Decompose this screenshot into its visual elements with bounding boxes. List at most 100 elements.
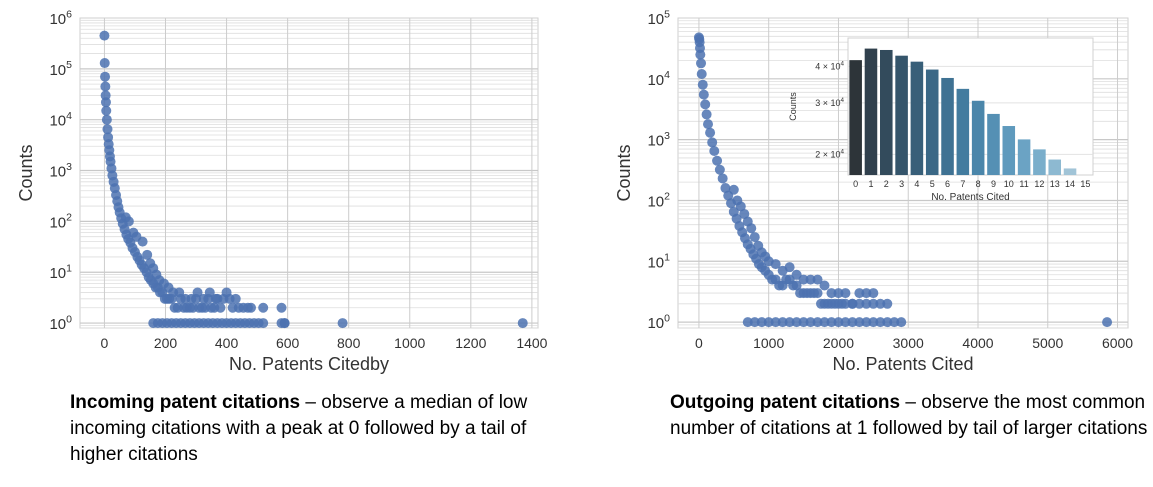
outgoing-y-tick-label: 105: [647, 8, 670, 28]
outgoing-point: [699, 90, 709, 100]
inset-x-tick-label: 14: [1065, 179, 1075, 189]
incoming-caption-title: Incoming patent citations: [70, 392, 300, 413]
incoming-y-axis-label: Counts: [16, 144, 36, 201]
outgoing-point: [695, 50, 705, 60]
incoming-x-tick-label: 400: [215, 335, 239, 351]
inset-bar: [1003, 126, 1016, 175]
outgoing-y-tick-label: 103: [647, 130, 670, 150]
outgoing-point: [700, 99, 710, 109]
inset-x-tick-label: 7: [960, 179, 965, 189]
inset-bar: [941, 78, 954, 175]
outgoing-x-tick-label: 0: [695, 335, 703, 351]
inset-x-tick-label: 3: [899, 179, 904, 189]
outgoing-y-axis-label: Counts: [614, 144, 634, 201]
outgoing-x-tick-label: 4000: [962, 335, 993, 351]
inset-bar: [1048, 160, 1061, 175]
incoming-point: [100, 81, 110, 91]
inset-x-tick-label: 13: [1050, 179, 1060, 189]
incoming-x-tick-label: 600: [276, 335, 300, 351]
incoming-x-tick-label: 200: [154, 335, 178, 351]
incoming-x-tick-label: 800: [337, 335, 361, 351]
outgoing-point: [847, 299, 857, 309]
outgoing-point: [702, 109, 712, 119]
outgoing-point: [698, 80, 708, 90]
outgoing-point: [718, 173, 728, 183]
outgoing-point: [868, 288, 878, 298]
incoming-point: [102, 115, 112, 125]
inset-bar: [895, 56, 908, 175]
incoming-point: [338, 318, 348, 328]
incoming-y-tick-label: 105: [49, 59, 72, 79]
inset-bar: [957, 89, 970, 175]
outgoing-point: [746, 223, 756, 233]
inset-x-tick-label: 12: [1034, 179, 1044, 189]
outgoing-x-tick-label: 3000: [893, 335, 924, 351]
inset-y-tick-label: 3 × 104: [815, 97, 844, 108]
inset-bar: [849, 60, 862, 175]
outgoing-point: [1102, 317, 1112, 327]
incoming-caption: Incoming patent citations – observe a me…: [70, 390, 570, 468]
inset-x-tick-label: 9: [991, 179, 996, 189]
outgoing-x-tick-label: 2000: [823, 335, 854, 351]
inset-x-tick-label: 15: [1080, 179, 1090, 189]
inset-x-tick-label: 6: [945, 179, 950, 189]
outgoing-point: [697, 69, 707, 79]
outgoing-point: [705, 128, 715, 138]
inset-y-tick-label: 4 × 104: [815, 60, 844, 71]
incoming-point: [99, 31, 109, 41]
incoming-citations-chart: 0200400600800100012001400100101102103104…: [16, 8, 548, 374]
incoming-point: [101, 106, 111, 116]
inset-bar: [911, 62, 924, 175]
outgoing-point: [785, 262, 795, 272]
inset-x-tick-label: 10: [1004, 179, 1014, 189]
outgoing-y-tick-label: 102: [647, 191, 670, 211]
inset-bar: [1064, 168, 1077, 175]
incoming-y-tick-label: 103: [49, 161, 72, 181]
inset-x-tick-label: 1: [868, 179, 873, 189]
incoming-x-tick-label: 1200: [455, 335, 486, 351]
inset-x-tick-label: 4: [914, 179, 919, 189]
inset-bar: [972, 101, 985, 175]
inset-x-tick-label: 5: [930, 179, 935, 189]
incoming-point: [277, 303, 287, 313]
incoming-y-tick-label: 101: [49, 262, 72, 282]
outgoing-y-tick-label: 101: [647, 252, 670, 272]
inset-y-tick-label: 2 × 104: [815, 148, 844, 159]
outgoing-y-tick-label: 104: [647, 69, 670, 89]
outgoing-caption-title: Outgoing patent citations: [670, 392, 900, 413]
outgoing-x-axis-label: No. Patents Cited: [832, 354, 973, 374]
incoming-x-tick-label: 1000: [394, 335, 425, 351]
inset-x-tick-label: 0: [853, 179, 858, 189]
outgoing-point: [712, 156, 722, 166]
outgoing-x-tick-label: 1000: [753, 335, 784, 351]
incoming-y-tick-label: 104: [49, 110, 72, 130]
inset-x-tick-label: 11: [1019, 179, 1028, 189]
outgoing-point: [715, 165, 725, 175]
inset-bar: [880, 50, 893, 175]
inset-bar: [1033, 149, 1046, 175]
incoming-point: [518, 318, 528, 328]
outgoing-point: [840, 288, 850, 298]
inset-x-axis-label: No. Patents Cited: [931, 192, 1009, 203]
outgoing-point: [820, 280, 830, 290]
outgoing-point: [882, 299, 892, 309]
inset-bar: [1018, 139, 1031, 175]
incoming-point: [138, 237, 148, 247]
incoming-point: [258, 303, 268, 313]
incoming-y-tick-label: 100: [49, 313, 72, 333]
outgoing-caption: Outgoing patent citations – observe the …: [670, 390, 1150, 442]
outgoing-x-tick-label: 6000: [1102, 335, 1133, 351]
outgoing-point: [696, 58, 706, 68]
outgoing-point: [750, 232, 760, 242]
inset-x-tick-label: 8: [976, 179, 981, 189]
incoming-y-tick-label: 102: [49, 212, 72, 232]
incoming-point: [100, 58, 110, 68]
incoming-point: [258, 318, 268, 328]
incoming-point: [124, 216, 134, 226]
inset-y-axis-label: Counts: [788, 92, 798, 121]
outgoing-y-tick-label: 100: [647, 312, 670, 332]
incoming-x-axis-label: No. Patents Citedby: [229, 354, 389, 374]
outgoing-point: [813, 288, 823, 298]
inset-bar: [865, 49, 878, 175]
incoming-point: [231, 294, 241, 304]
